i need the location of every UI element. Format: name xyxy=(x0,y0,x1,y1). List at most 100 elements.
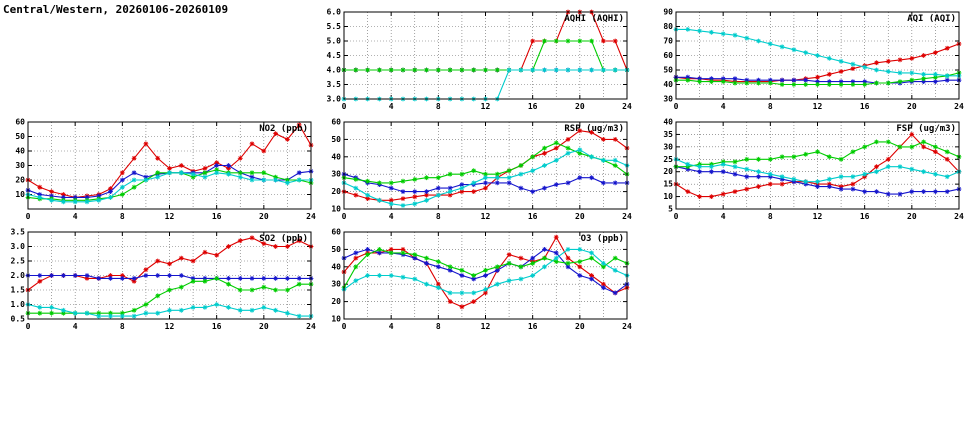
svg-text:10: 10 xyxy=(663,192,673,201)
svg-text:60: 60 xyxy=(331,228,341,237)
svg-text:8: 8 xyxy=(768,102,773,111)
svg-text:24: 24 xyxy=(954,212,964,221)
svg-text:60: 60 xyxy=(15,118,25,127)
svg-text:RSP (ug/m3): RSP (ug/m3) xyxy=(564,124,624,134)
svg-text:20: 20 xyxy=(331,187,341,196)
svg-text:20: 20 xyxy=(907,102,917,111)
svg-text:20: 20 xyxy=(259,322,269,331)
chart-no2: 0 4 8 12 16 20 24 10 20 30 40 50 60 NO2 (ppb) xyxy=(2,118,317,222)
svg-text:4: 4 xyxy=(721,102,726,111)
svg-text:5.5: 5.5 xyxy=(327,22,342,31)
svg-text:2.5: 2.5 xyxy=(11,257,26,266)
svg-text:24: 24 xyxy=(622,212,632,221)
svg-text:20: 20 xyxy=(575,102,585,111)
svg-text:0: 0 xyxy=(342,212,347,221)
svg-text:80: 80 xyxy=(663,22,673,31)
svg-text:3.0: 3.0 xyxy=(11,242,26,251)
page-title: Central/Western, 20260106-20260109 xyxy=(3,3,229,16)
chart-aqhi: 0 4 8 12 16 20 24 3.0 3.5 4.0 4.5 5.0 5.5 6.0 AQHI (AQ… xyxy=(318,8,633,112)
svg-text:16: 16 xyxy=(860,102,870,111)
svg-text:24: 24 xyxy=(306,212,316,221)
svg-text:90: 90 xyxy=(663,8,673,17)
svg-text:30: 30 xyxy=(331,170,341,179)
svg-text:3.5: 3.5 xyxy=(327,80,342,89)
svg-text:16: 16 xyxy=(528,102,538,111)
svg-text:40: 40 xyxy=(663,80,673,89)
svg-text:FSP (ug/m3): FSP (ug/m3) xyxy=(896,124,956,134)
svg-text:16: 16 xyxy=(212,212,222,221)
svg-text:24: 24 xyxy=(954,102,964,111)
svg-text:50: 50 xyxy=(15,132,25,141)
svg-text:50: 50 xyxy=(331,135,341,144)
svg-text:12: 12 xyxy=(165,322,175,331)
svg-text:0: 0 xyxy=(674,212,679,221)
svg-text:60: 60 xyxy=(663,51,673,60)
svg-text:5: 5 xyxy=(668,205,673,214)
svg-text:4: 4 xyxy=(389,212,394,221)
svg-text:60: 60 xyxy=(331,118,341,127)
svg-text:4: 4 xyxy=(73,322,78,331)
svg-text:1.0: 1.0 xyxy=(11,300,26,309)
svg-text:4: 4 xyxy=(389,322,394,331)
svg-text:6.0: 6.0 xyxy=(327,8,342,17)
svg-text:30: 30 xyxy=(663,142,673,151)
svg-text:O3 (ppb): O3 (ppb) xyxy=(581,234,624,244)
chart-fsp: 0 4 8 12 16 20 24 5 10 15 20 25 30 35 40 FSP (ug/m3) xyxy=(650,118,965,222)
svg-text:10: 10 xyxy=(331,315,341,324)
svg-text:3.0: 3.0 xyxy=(327,95,342,104)
svg-text:0.5: 0.5 xyxy=(11,315,26,324)
svg-text:4.5: 4.5 xyxy=(327,51,342,60)
svg-text:12: 12 xyxy=(481,212,491,221)
svg-text:2.0: 2.0 xyxy=(11,271,26,280)
chart-so2: 0 4 8 12 16 20 24 0.5 1.0 1.5 2.0 2.5 3.0 3.5 SO2 (ppb… xyxy=(2,228,317,332)
svg-text:20: 20 xyxy=(907,212,917,221)
svg-text:20: 20 xyxy=(259,212,269,221)
svg-text:8: 8 xyxy=(768,212,773,221)
svg-text:12: 12 xyxy=(481,102,491,111)
svg-text:10: 10 xyxy=(331,205,341,214)
svg-text:8: 8 xyxy=(120,322,125,331)
svg-text:12: 12 xyxy=(813,102,823,111)
svg-text:4.0: 4.0 xyxy=(327,66,342,75)
svg-text:40: 40 xyxy=(331,262,341,271)
svg-text:40: 40 xyxy=(331,152,341,161)
chart-aqi: 0 4 8 12 16 20 24 30 40 50 60 70 80 90 AQI (AQI) xyxy=(650,8,965,112)
svg-text:35: 35 xyxy=(663,130,673,139)
svg-text:50: 50 xyxy=(663,66,673,75)
svg-text:24: 24 xyxy=(306,322,316,331)
svg-text:1.5: 1.5 xyxy=(11,286,26,295)
svg-text:20: 20 xyxy=(575,212,585,221)
svg-text:24: 24 xyxy=(622,102,632,111)
svg-text:4: 4 xyxy=(389,102,394,111)
svg-text:0: 0 xyxy=(26,212,31,221)
svg-text:8: 8 xyxy=(436,322,441,331)
svg-text:20: 20 xyxy=(15,176,25,185)
svg-text:0: 0 xyxy=(342,322,347,331)
svg-text:SO2 (ppb): SO2 (ppb) xyxy=(259,234,308,244)
svg-text:0: 0 xyxy=(26,322,31,331)
svg-text:30: 30 xyxy=(331,280,341,289)
svg-text:16: 16 xyxy=(860,212,870,221)
svg-text:AQI (AQI): AQI (AQI) xyxy=(907,14,956,24)
svg-text:40: 40 xyxy=(15,147,25,156)
chart-rsp: 0 4 8 12 16 20 24 10 20 30 40 50 60 RSP (ug/m3) xyxy=(318,118,633,222)
svg-text:NO2 (ppb): NO2 (ppb) xyxy=(259,124,308,134)
svg-text:8: 8 xyxy=(120,212,125,221)
svg-text:25: 25 xyxy=(663,155,673,164)
svg-text:20: 20 xyxy=(663,167,673,176)
svg-text:AQHI (AQHI): AQHI (AQHI) xyxy=(564,14,624,24)
svg-text:16: 16 xyxy=(528,322,538,331)
svg-text:20: 20 xyxy=(575,322,585,331)
svg-text:70: 70 xyxy=(663,37,673,46)
svg-text:8: 8 xyxy=(436,102,441,111)
svg-text:8: 8 xyxy=(436,212,441,221)
svg-text:30: 30 xyxy=(15,161,25,170)
svg-text:16: 16 xyxy=(528,212,538,221)
svg-text:12: 12 xyxy=(481,322,491,331)
svg-text:12: 12 xyxy=(813,212,823,221)
svg-text:10: 10 xyxy=(15,190,25,199)
svg-text:40: 40 xyxy=(663,118,673,127)
svg-text:0: 0 xyxy=(342,102,347,111)
svg-text:4: 4 xyxy=(73,212,78,221)
